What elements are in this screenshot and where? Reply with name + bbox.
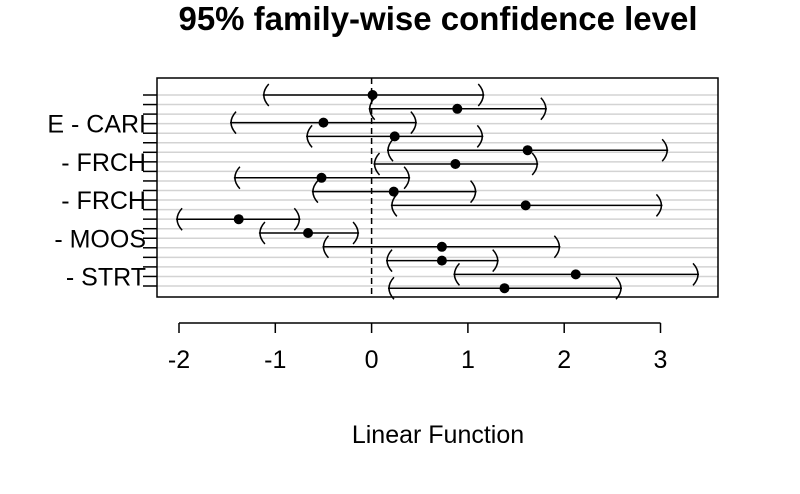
interval-upper-cap (553, 235, 561, 259)
interval-upper-cap (469, 180, 477, 204)
interval-lower-cap (322, 235, 330, 259)
interval-lower-cap (234, 166, 241, 190)
interval-lower-cap (306, 124, 313, 148)
interval-estimate-point (316, 172, 327, 183)
interval-estimate-point (520, 200, 531, 211)
interval-lower-cap (387, 138, 394, 162)
plot-frame (156, 77, 719, 298)
interval-estimate-point (233, 214, 244, 225)
interval-estimate-point (436, 255, 447, 266)
plot-area: -2 -1 0 1 2 3 E - CARI - FRCH - FRCH - MOOS - STRT (47, 77, 719, 374)
x-tick-label: 2 (557, 346, 571, 374)
x-tick-label: 0 (365, 346, 379, 374)
interval-estimate-point (570, 269, 581, 280)
interval-lower-cap (176, 207, 183, 231)
interval-lower-cap (230, 111, 237, 135)
interval-lower-cap (368, 97, 376, 121)
interval-upper-cap (540, 97, 547, 121)
chart-title: 95% family-wise confidence level (178, 0, 697, 37)
x-axis-label: Linear Function (352, 421, 524, 449)
interval-upper-cap (531, 152, 538, 176)
interval-estimate-point (522, 145, 533, 156)
interval-upper-cap (492, 249, 499, 273)
interval-estimate-point (367, 90, 378, 100)
interval-upper-cap (692, 262, 699, 286)
x-tick-label: -1 (264, 346, 286, 374)
interval-estimate-point (318, 117, 329, 128)
interval-upper-cap (410, 111, 417, 135)
interval-lower-cap (453, 262, 461, 286)
interval-upper-cap (293, 207, 301, 231)
interval-estimate-point (452, 103, 463, 114)
interval-upper-cap (403, 166, 410, 190)
y-tick-label: - FRCH (61, 149, 146, 177)
interval-estimate-point (499, 283, 510, 294)
y-tick-label: E - CARI (47, 111, 146, 139)
interval-upper-cap (477, 83, 485, 107)
y-tick-label: - STRT (66, 263, 146, 291)
interval-estimate-point (389, 131, 400, 142)
interval-upper-cap (661, 138, 668, 162)
interval-estimate-point (388, 186, 399, 197)
y-tick-label: - MOOS (54, 225, 146, 253)
interval-lower-cap (259, 221, 266, 245)
interval-estimate-point (436, 241, 447, 252)
x-tick-label: 3 (654, 346, 668, 374)
interval-estimate-point (303, 228, 314, 238)
interval-lower-cap (391, 193, 398, 217)
interval-estimate-point (450, 159, 461, 169)
x-tick-label: 1 (461, 346, 475, 374)
interval-upper-cap (476, 124, 484, 148)
interval-lower-cap (386, 249, 393, 273)
interval-lower-cap (263, 83, 270, 107)
interval-lower-cap (312, 180, 319, 204)
y-tick-label: - FRCH (61, 187, 146, 215)
interval-lower-cap (373, 152, 381, 176)
interval-upper-cap (352, 221, 359, 245)
interval-upper-cap (655, 193, 663, 217)
x-tick-label: -2 (168, 346, 190, 374)
